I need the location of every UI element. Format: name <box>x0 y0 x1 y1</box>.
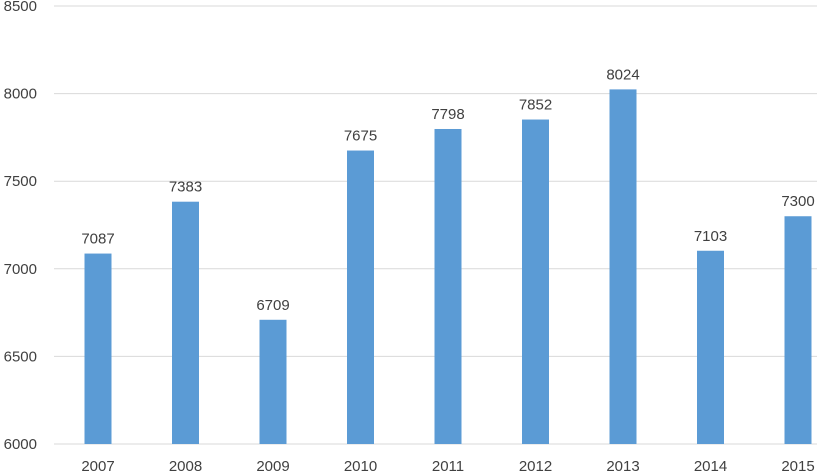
x-tick-label-2011: 2011 <box>432 458 464 475</box>
data-labels: 7087 7383 6709 7675 7798 7852 8024 7103 7300 <box>81 66 814 313</box>
x-tick-label-2010: 2010 <box>344 458 377 475</box>
bar-2014 <box>697 250 724 444</box>
data-label-2009: 6709 <box>256 297 289 314</box>
bar-2010 <box>347 150 374 445</box>
y-tick-label: 7000 <box>4 261 37 278</box>
bar-2012 <box>522 119 549 444</box>
x-tick-label-2008: 2008 <box>169 458 202 475</box>
y-tick-label: 7500 <box>4 173 37 190</box>
data-label-2013: 8024 <box>606 66 639 83</box>
bar-2011 <box>434 128 462 444</box>
x-tick-label-2012: 2012 <box>519 458 552 475</box>
data-label-2007: 7087 <box>81 231 114 248</box>
x-tick-label-2014: 2014 <box>694 458 727 475</box>
y-tick-label: 6000 <box>4 436 37 453</box>
data-label-2015: 7300 <box>781 193 814 210</box>
y-tick-label: 8000 <box>4 86 37 103</box>
bar-2009 <box>259 319 287 444</box>
x-tick-label-2007: 2007 <box>81 458 114 475</box>
bar-2015 <box>784 216 812 444</box>
data-label-2014: 7103 <box>694 228 727 245</box>
x-tick-label-2009: 2009 <box>256 458 289 475</box>
bar-2013 <box>609 89 637 444</box>
bars <box>84 89 812 445</box>
y-tick-label: 8500 <box>4 0 37 15</box>
bar-2008 <box>172 201 199 444</box>
bar-2007 <box>84 253 112 444</box>
x-tick-label-2013: 2013 <box>606 458 639 475</box>
x-tick-label-2015: 2015 <box>781 458 814 475</box>
x-axis-tick-labels: 2007 2008 2009 2010 2011 2012 2013 2014 2015 <box>81 458 814 475</box>
y-axis-tick-labels: 8500 8000 7500 7000 6500 6000 <box>4 0 37 453</box>
data-label-2012: 7852 <box>519 97 552 114</box>
y-tick-label: 6500 <box>4 348 37 365</box>
data-label-2010: 7675 <box>344 128 377 145</box>
data-label-2011: 7798 <box>431 106 464 123</box>
data-label-2008: 7383 <box>169 179 202 196</box>
